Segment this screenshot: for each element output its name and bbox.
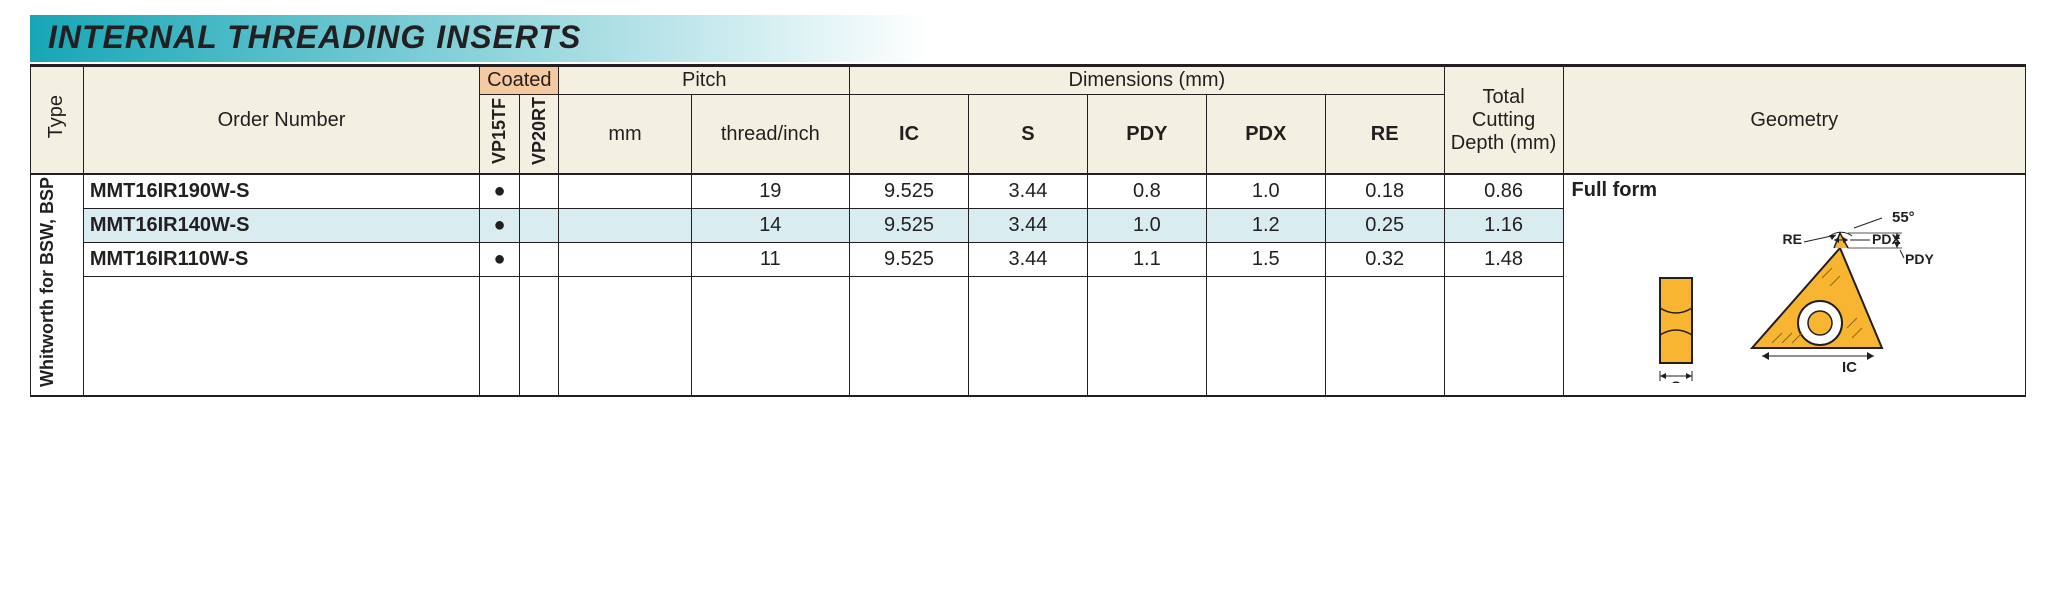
grade-vp20rt: VP20RT <box>529 97 550 165</box>
s-val: 3.44 <box>968 242 1087 276</box>
col-geometry: Geometry <box>1563 67 2025 175</box>
ic-val: 9.525 <box>850 208 969 242</box>
dim-s: S <box>968 95 1087 175</box>
pitch-mm: mm <box>559 95 691 175</box>
pdy-val: 0.8 <box>1087 174 1206 208</box>
re-val: 0.18 <box>1325 174 1444 208</box>
geometry-cell: Full form S <box>1563 174 2025 396</box>
pdx-val: 1.2 <box>1206 208 1325 242</box>
depth-val: 1.16 <box>1444 208 1563 242</box>
col-depth: Total Cutting Depth (mm) <box>1444 67 1563 175</box>
svg-text:55°: 55° <box>1892 209 1915 226</box>
svg-text:PDY: PDY <box>1905 251 1934 267</box>
re-val: 0.25 <box>1325 208 1444 242</box>
s-val: 3.44 <box>968 174 1087 208</box>
vp15tf-mark: ● <box>480 208 520 242</box>
re-val: 0.32 <box>1325 242 1444 276</box>
dim-ic: IC <box>850 95 969 175</box>
dim-pdy: PDY <box>1087 95 1206 175</box>
vp15tf-mark: ● <box>480 242 520 276</box>
s-val: 3.44 <box>968 208 1087 242</box>
col-pitch: Pitch <box>559 67 850 95</box>
svg-text:IC: IC <box>1842 359 1857 376</box>
vp15tf-mark: ● <box>480 174 520 208</box>
pitch-mm-val <box>559 208 691 242</box>
pdx-val: 1.5 <box>1206 242 1325 276</box>
type-label: Whitworth for BSW, BSP <box>37 177 58 387</box>
geometry-form: Full form <box>1572 179 2017 202</box>
geometry-diagram: S 55° PDX <box>1572 208 2017 383</box>
order-number: MMT16IR190W-S <box>83 174 479 208</box>
pitch-mm-val <box>559 242 691 276</box>
dim-re: RE <box>1325 95 1444 175</box>
col-dims: Dimensions (mm) <box>850 67 1445 95</box>
pitch-tpi-val: 14 <box>691 208 850 242</box>
ic-val: 9.525 <box>850 242 969 276</box>
inserts-table: Type Order Number Coated Pitch Dimension… <box>30 66 2026 397</box>
col-coated: Coated <box>480 67 559 95</box>
vp20rt-mark <box>519 242 559 276</box>
svg-text:S: S <box>1672 378 1681 383</box>
dim-pdx: PDX <box>1206 95 1325 175</box>
pdy-val: 1.1 <box>1087 242 1206 276</box>
ic-val: 9.525 <box>850 174 969 208</box>
order-number: MMT16IR110W-S <box>83 242 479 276</box>
pdy-val: 1.0 <box>1087 208 1206 242</box>
order-number: MMT16IR140W-S <box>83 208 479 242</box>
col-type: Type <box>45 95 68 138</box>
svg-text:RE: RE <box>1783 231 1802 247</box>
pitch-tpi: thread/inch <box>691 95 850 175</box>
pdx-val: 1.0 <box>1206 174 1325 208</box>
vp20rt-mark <box>519 174 559 208</box>
pitch-mm-val <box>559 174 691 208</box>
pitch-tpi-val: 11 <box>691 242 850 276</box>
table-row: Whitworth for BSW, BSPMMT16IR190W-S●199.… <box>31 174 2026 208</box>
col-order: Order Number <box>83 67 479 175</box>
depth-val: 1.48 <box>1444 242 1563 276</box>
pitch-tpi-val: 19 <box>691 174 850 208</box>
grade-vp15tf: VP15TF <box>489 98 510 164</box>
vp20rt-mark <box>519 208 559 242</box>
insert-top-icon: 55° PDX RE PDY IC <box>1722 208 1942 383</box>
page-title: INTERNAL THREADING INSERTS <box>30 15 2026 62</box>
insert-side-icon: S <box>1646 263 1706 383</box>
depth-val: 0.86 <box>1444 174 1563 208</box>
